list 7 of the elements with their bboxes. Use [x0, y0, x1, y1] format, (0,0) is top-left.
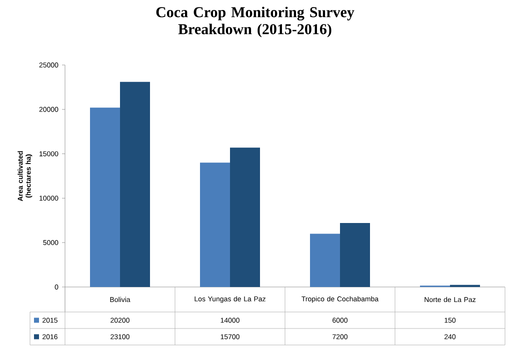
- bar: [340, 223, 370, 287]
- bar: [90, 108, 120, 287]
- bar: [230, 148, 260, 287]
- bar: [310, 234, 340, 287]
- chart-title: Coca Crop Monitoring Survey Breakdown (2015-2016): [156, 6, 354, 38]
- bar: [200, 162, 230, 287]
- bar: [120, 82, 150, 287]
